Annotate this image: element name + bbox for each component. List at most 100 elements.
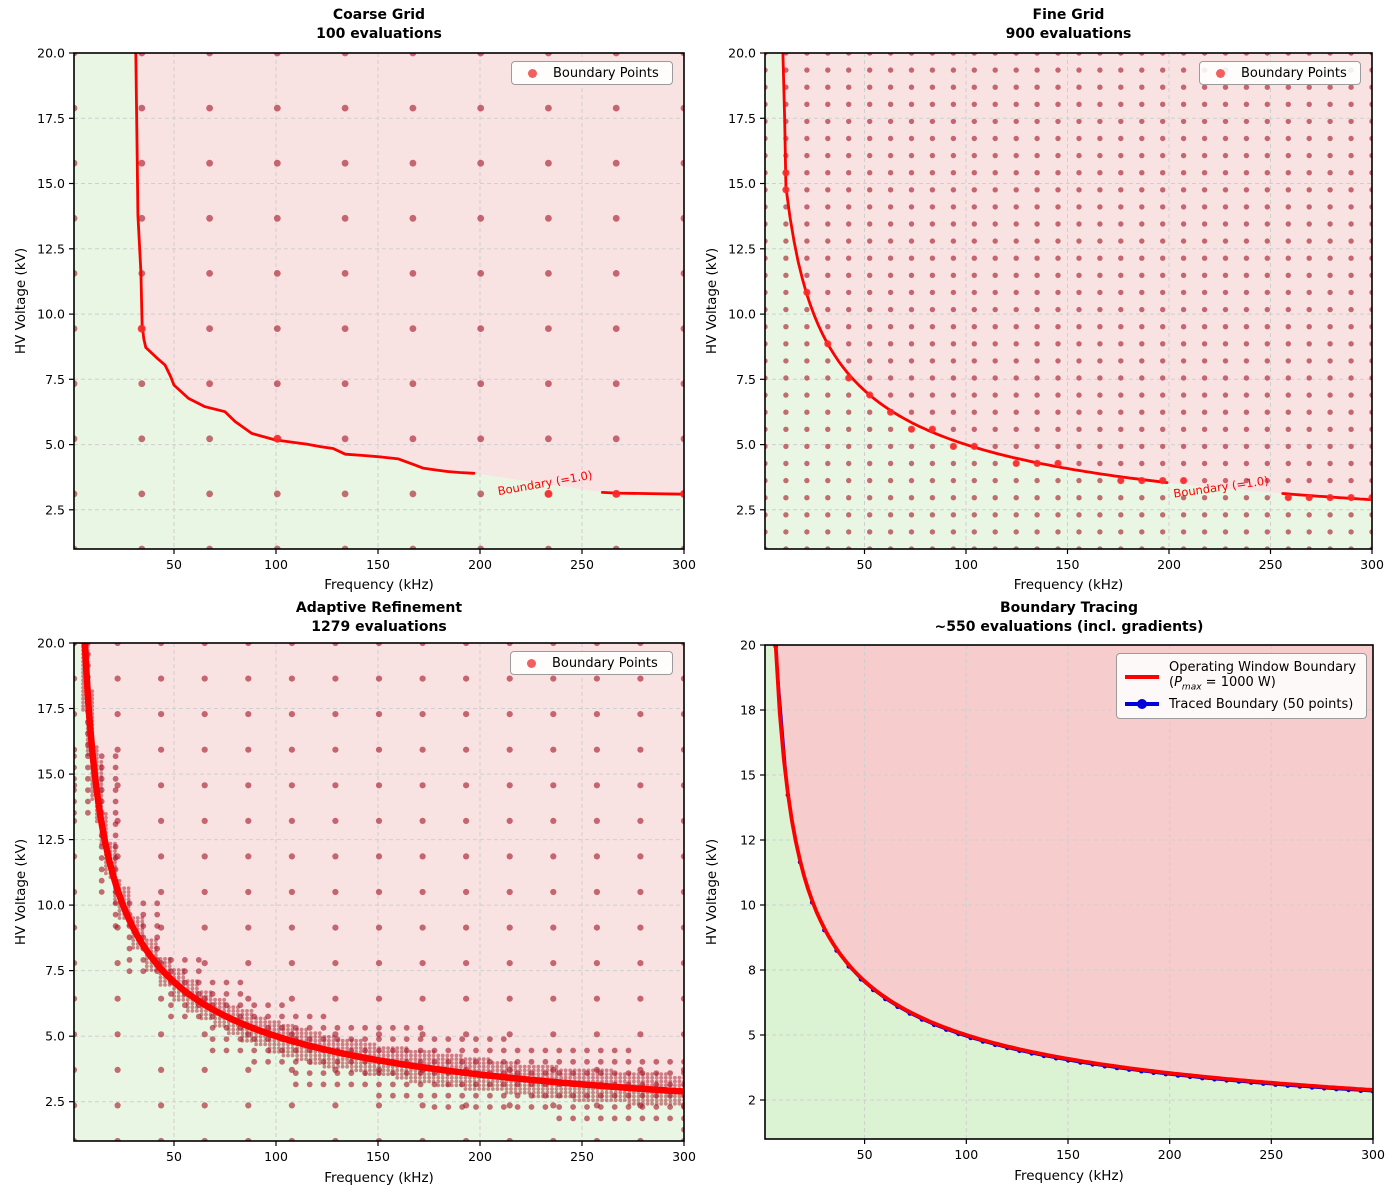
legend-fine[interactable]: Boundary Points — [1199, 61, 1361, 85]
x-tick-label: 200 — [468, 557, 492, 572]
operating-window-boundary-curve — [81, 643, 684, 1095]
y-tick-label: 20.0 — [37, 636, 65, 651]
y-tick-label: 20.0 — [37, 46, 65, 61]
title-line: Coarse Grid — [332, 7, 426, 23]
y-tick-label: 18 — [740, 703, 756, 718]
y-tick-label: 15.0 — [37, 176, 65, 191]
panel-title-tracing: Boundary Tracing ~550 evaluations (incl.… — [765, 599, 1373, 637]
axis-ticks — [760, 644, 1374, 1144]
title-line: Adaptive Refinement — [295, 600, 463, 616]
y-tick-label: 15.0 — [728, 176, 756, 191]
x-tick-label: 300 — [672, 1149, 696, 1164]
legend-label: Boundary Points — [553, 65, 659, 81]
x-tick-label: 250 — [1259, 1147, 1283, 1162]
boundary-points-marker-icon — [1216, 68, 1225, 78]
safe-region-fill — [74, 53, 684, 549]
x-tick-label: 50 — [166, 1149, 182, 1164]
red-line-marker-icon — [1125, 674, 1159, 679]
legend-entry-traced-boundary: Traced Boundary (50 points) — [1125, 697, 1356, 712]
y-tick-label: 2.5 — [45, 1094, 65, 1109]
x-tick-label: 100 — [954, 557, 978, 572]
y-tick-label: 12.5 — [728, 241, 756, 256]
plot-border — [764, 644, 1374, 1140]
axis-ticks — [69, 52, 685, 554]
y-tick-label: 17.5 — [37, 111, 65, 126]
y-tick-label: 2.5 — [45, 502, 65, 517]
x-axis-label: Frequency (kHz) — [324, 1170, 434, 1186]
x-tick-label: 150 — [1056, 557, 1080, 572]
region-fills — [74, 643, 684, 1141]
axis-ticks — [760, 52, 1373, 554]
region-fills — [765, 53, 1372, 549]
legend-label: Boundary Points — [1241, 65, 1347, 81]
subtitle-line: ~550 evaluations (incl. gradients) — [934, 619, 1204, 635]
y-tick-label: 7.5 — [45, 372, 65, 387]
boundary-points-markers — [137, 324, 684, 498]
y-tick-label: 2 — [748, 1093, 756, 1108]
legend-coarse[interactable]: Boundary Points — [511, 61, 673, 85]
panel-title-adaptive: Adaptive Refinement 1279 evaluations — [74, 599, 684, 637]
x-axis-label: Frequency (kHz) — [1013, 577, 1124, 593]
panel-title-fine: Fine Grid 900 evaluations — [765, 6, 1372, 44]
title-line: Boundary Tracing — [999, 600, 1139, 616]
y-tick-label: 5 — [748, 1028, 756, 1043]
x-tick-label: 250 — [570, 557, 594, 572]
subtitle-line: 900 evaluations — [1005, 26, 1132, 42]
y-axis-label: HV Voltage (kV) — [13, 247, 29, 355]
y-tick-label: 20 — [740, 638, 756, 653]
y-tick-label: 12.5 — [37, 832, 65, 847]
operating-window-boundary-curve — [773, 645, 1373, 1092]
subtitle-line: 1279 evaluations — [311, 619, 447, 635]
y-tick-label: 17.5 — [728, 111, 756, 126]
plot-border — [764, 52, 1373, 550]
boundary-points-marker-icon — [527, 658, 536, 668]
y-tick-label: 10.0 — [37, 898, 65, 913]
y-tick-label: 17.5 — [37, 701, 65, 716]
y-tick-label: 7.5 — [45, 963, 65, 978]
x-tick-label: 50 — [857, 557, 873, 572]
x-axis-label: Frequency (kHz) — [324, 577, 434, 593]
region-fills — [74, 53, 685, 549]
boundary-points-marker-icon — [528, 68, 537, 78]
x-tick-label: 100 — [954, 1147, 978, 1162]
x-tick-label: 200 — [468, 1149, 492, 1164]
y-axis-label: HV Voltage (kV) — [704, 838, 720, 946]
legend-tracing[interactable]: Operating Window Boundary (Pmax = 1000 W… — [1116, 653, 1367, 719]
unsafe-region-fill — [84, 643, 684, 1092]
x-tick-label: 150 — [366, 557, 390, 572]
title-line: Fine Grid — [1032, 7, 1105, 23]
x-tick-label: 150 — [366, 1149, 390, 1164]
y-tick-label: 15.0 — [37, 767, 65, 782]
x-tick-label: 50 — [166, 557, 182, 572]
x-tick-label: 100 — [264, 557, 288, 572]
x-tick-label: 250 — [570, 1149, 594, 1164]
plot-border — [73, 642, 685, 1142]
y-tick-label: 5.0 — [736, 437, 756, 452]
y-tick-label: 10.0 — [728, 307, 756, 322]
x-tick-label: 100 — [264, 1149, 288, 1164]
x-tick-label: 300 — [672, 557, 696, 572]
safe-region-fill — [74, 643, 684, 1141]
y-tick-label: 12 — [740, 833, 756, 848]
y-tick-label: 2.5 — [736, 502, 756, 517]
y-tick-label: 12.5 — [37, 241, 65, 256]
tick-labels: 50 100 150 200 250 300 2.5 5.0 7.5 10.0 12.5 15.0 17… — [728, 46, 1384, 573]
y-tick-label: 10 — [740, 898, 756, 913]
legend-label: Operating Window Boundary (Pmax = 1000 W… — [1169, 660, 1357, 693]
x-tick-label: 200 — [1158, 1147, 1182, 1162]
y-tick-label: 8 — [748, 963, 756, 978]
legend-adaptive[interactable]: Boundary Points — [510, 651, 673, 675]
y-tick-label: 20.0 — [728, 46, 756, 61]
tick-labels: 50 100 150 200 250 300 2 5 8 10 12 15 18 20 — [740, 638, 1385, 1163]
tick-labels: 50 100 150 200 250 300 2.5 5.0 7.5 10.0 12.5 15.0 17… — [37, 46, 696, 573]
blue-line-dot-marker-icon — [1125, 699, 1159, 710]
x-tick-label: 300 — [1360, 557, 1384, 572]
panel-title-coarse: Coarse Grid 100 evaluations — [74, 6, 684, 44]
unsafe-region-fill — [775, 645, 1373, 1090]
y-tick-label: 5.0 — [45, 437, 65, 452]
y-tick-label: 5.0 — [45, 1029, 65, 1044]
x-tick-label: 150 — [1056, 1147, 1080, 1162]
y-tick-label: 15 — [740, 768, 756, 783]
